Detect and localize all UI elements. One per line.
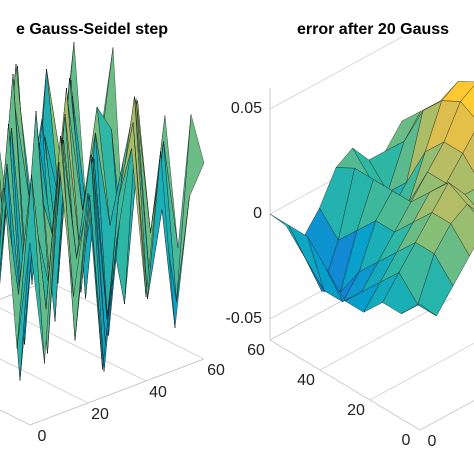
z-tick-label: 0: [253, 205, 262, 222]
surface-patch: [401, 303, 437, 317]
grid-line: [369, 342, 474, 401]
y-tick-label: 60: [247, 342, 265, 359]
y-tick-label: 20: [347, 402, 365, 419]
chart-title: error after 20 Gauss: [297, 21, 449, 38]
chart-title: e Gauss-Seidel step: [16, 21, 168, 38]
grid-line: [47, 280, 205, 360]
x-tick-label: 0: [38, 428, 47, 445]
grid-line: [269, 339, 421, 431]
grid-line: [0, 409, 31, 426]
x-tick-label: 60: [207, 362, 225, 379]
grid-line: [419, 400, 474, 431]
z-tick-label: -0.05: [226, 310, 263, 327]
z-tick-label: 0.05: [231, 100, 262, 117]
x-tick-label: 0: [428, 433, 437, 450]
y-tick-label: 0: [402, 432, 411, 449]
grid-line: [269, 36, 403, 110]
x-tick-label: 40: [149, 384, 167, 401]
surface-patch: [16, 174, 45, 364]
x-tick-label: 20: [91, 406, 109, 423]
grid-line: [0, 358, 89, 404]
y-tick-label: 40: [297, 372, 315, 389]
